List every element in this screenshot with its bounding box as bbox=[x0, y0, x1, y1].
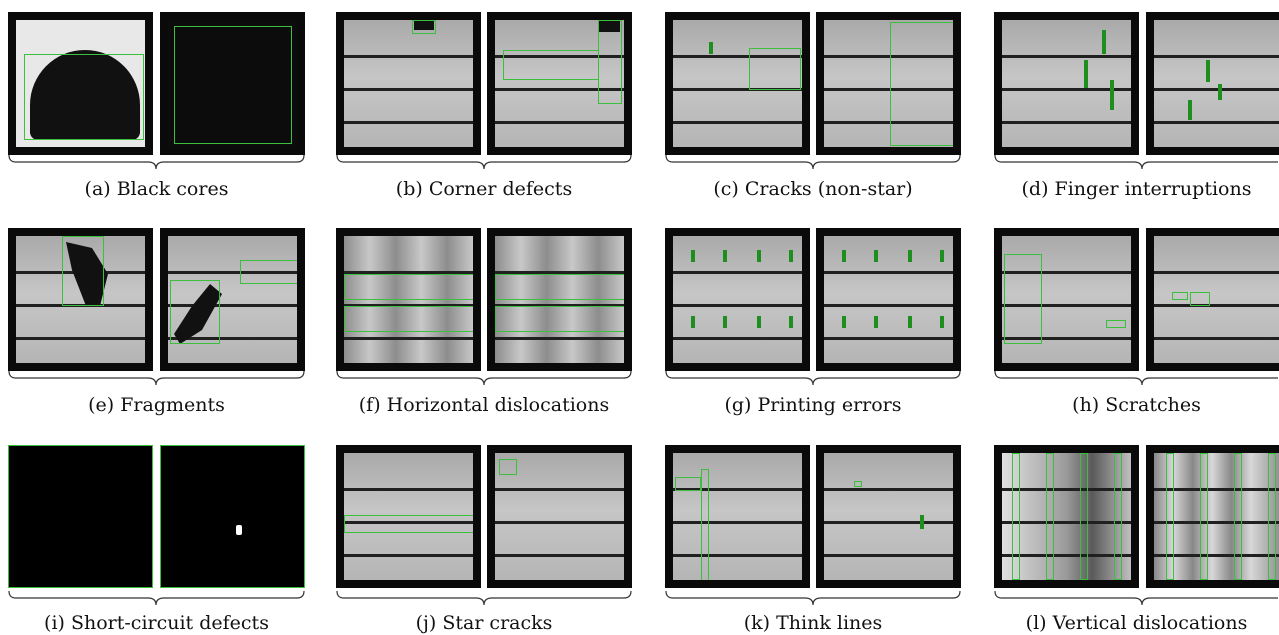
bracket bbox=[994, 154, 1278, 170]
caption: (d) Finger interruptions bbox=[1021, 178, 1252, 200]
sample-image bbox=[160, 228, 305, 371]
bracket bbox=[8, 370, 305, 386]
sample-image bbox=[336, 228, 481, 371]
sample-image bbox=[1146, 12, 1279, 155]
caption: (b) Corner defects bbox=[395, 178, 573, 200]
bracket bbox=[336, 370, 632, 386]
sample-image bbox=[8, 445, 153, 588]
bracket bbox=[665, 590, 961, 606]
sample-image bbox=[1146, 445, 1279, 588]
sample-image bbox=[816, 228, 961, 371]
sample-image bbox=[8, 12, 153, 155]
caption: (e) Fragments bbox=[88, 394, 225, 416]
bracket bbox=[665, 370, 961, 386]
sample-image bbox=[994, 228, 1139, 371]
caption: (c) Cracks (non-star) bbox=[713, 178, 913, 200]
caption: (l) Vertical dislocations bbox=[1025, 612, 1248, 634]
caption: (i) Short-circuit defects bbox=[44, 612, 269, 634]
bracket bbox=[994, 590, 1278, 606]
sample-image bbox=[816, 12, 961, 155]
sample-image bbox=[487, 228, 632, 371]
sample-image bbox=[665, 228, 810, 371]
caption: (h) Scratches bbox=[1072, 394, 1201, 416]
sample-image bbox=[336, 12, 481, 155]
bracket bbox=[336, 154, 632, 170]
caption: (g) Printing errors bbox=[724, 394, 902, 416]
sample-image bbox=[336, 445, 481, 588]
sample-image bbox=[994, 445, 1139, 588]
sample-image bbox=[665, 12, 810, 155]
bracket bbox=[994, 370, 1278, 386]
sample-image bbox=[994, 12, 1139, 155]
sample-image bbox=[816, 445, 961, 588]
caption: (j) Star cracks bbox=[415, 612, 553, 634]
sample-image bbox=[1146, 228, 1279, 371]
bracket bbox=[8, 154, 305, 170]
caption: (f) Horizontal dislocations bbox=[358, 394, 610, 416]
bracket bbox=[8, 590, 305, 606]
caption: (k) Think lines bbox=[743, 612, 883, 634]
sample-image bbox=[160, 445, 305, 588]
sample-image bbox=[665, 445, 810, 588]
sample-image bbox=[8, 228, 153, 371]
bracket bbox=[665, 154, 961, 170]
sample-image bbox=[487, 12, 632, 155]
bracket bbox=[336, 590, 632, 606]
sample-image bbox=[487, 445, 632, 588]
sample-image bbox=[160, 12, 305, 155]
caption: (a) Black cores bbox=[84, 178, 229, 200]
